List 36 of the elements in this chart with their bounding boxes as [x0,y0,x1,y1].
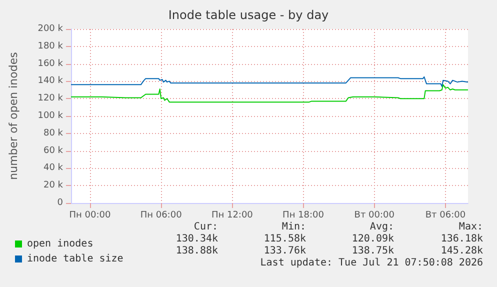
y-tick-label: 120 k [38,94,64,104]
x-tick-label: Пн 00:00 [69,210,111,220]
line-series [70,76,468,87]
text: 130.34k [176,234,218,244]
y-tick-label: 100 k [38,111,64,121]
text: 133.76k [264,246,306,256]
y-tick-label: 20 k [43,180,64,191]
y-tick-label: 60 k [43,146,64,156]
text: 138.88k [176,246,218,256]
y-tick-label: 160 k [38,58,64,69]
x-tick-label: Вт 00:00 [354,210,395,220]
x-tick-label: Пн 12:00 [211,210,254,220]
y-tick-label: 80 k [43,128,64,138]
text: 115.58k [264,234,306,244]
x-tick-label: Пн 18:00 [282,210,324,220]
y-tick-label: 140 k [38,76,64,86]
text: 136.18k [440,234,484,244]
y-tick-label: 40 k [43,163,64,174]
x-tick-label: Пн 06:00 [140,210,182,220]
y-tick-label: 0 [57,198,64,208]
text: Last update: Tue Jul 21 07:50:08 2026 [260,258,484,268]
text: Max: [458,222,484,232]
legend-label: inode table size [27,254,124,264]
y-tick-label: 200 k [38,24,64,34]
legend-label: open inodes [27,238,94,250]
y-tick-label: 180 k [38,41,64,52]
line-series [70,84,468,103]
text: Cur: [194,222,218,232]
y-axis-title: number of open inodes [7,52,20,180]
text: Avg: [370,222,394,232]
text: 138.75k [352,246,394,256]
x-tick-label: Вт 06:00 [425,210,466,220]
text: Min: [282,222,306,232]
text: 120.09k [352,234,394,244]
text: 145.28k [440,246,484,256]
chart-title: Inode table usage - by day [168,8,329,22]
